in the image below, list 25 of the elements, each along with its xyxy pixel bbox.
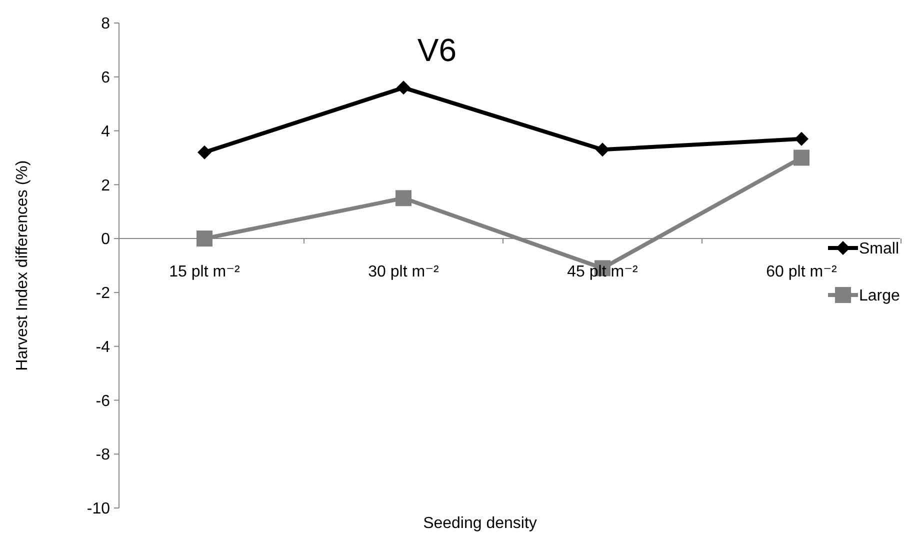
y-tick-label: 2 bbox=[101, 177, 110, 194]
y-tick-label: -4 bbox=[96, 338, 110, 356]
point bbox=[196, 230, 212, 247]
chart-title: V6 bbox=[417, 32, 457, 68]
point bbox=[198, 145, 212, 160]
point bbox=[794, 132, 808, 146]
y-tick-label: 4 bbox=[101, 123, 110, 140]
x-tick-label: 30 plt m⁻² bbox=[368, 264, 440, 281]
point bbox=[794, 150, 810, 166]
point bbox=[396, 80, 410, 95]
y-tick-label: -6 bbox=[96, 392, 110, 410]
x-tick-label: 60 plt m⁻² bbox=[766, 264, 838, 281]
x-tick-label: 15 plt m⁻² bbox=[169, 264, 241, 281]
y-axis-title: Harvest Index differences (%) bbox=[14, 160, 31, 371]
y-tick-label: 0 bbox=[101, 231, 110, 248]
point bbox=[596, 142, 610, 157]
y-tick-label: -8 bbox=[96, 446, 110, 464]
y-tick-label: 8 bbox=[101, 16, 110, 33]
x-axis-title: Seeding density bbox=[423, 515, 537, 532]
point bbox=[396, 190, 412, 206]
y-tick-label: 6 bbox=[101, 69, 110, 86]
legend-label: Large bbox=[859, 288, 900, 305]
y-tick-label: -10 bbox=[86, 500, 110, 518]
y-tick-label: -2 bbox=[96, 285, 110, 302]
legend-label: Small bbox=[859, 240, 900, 258]
